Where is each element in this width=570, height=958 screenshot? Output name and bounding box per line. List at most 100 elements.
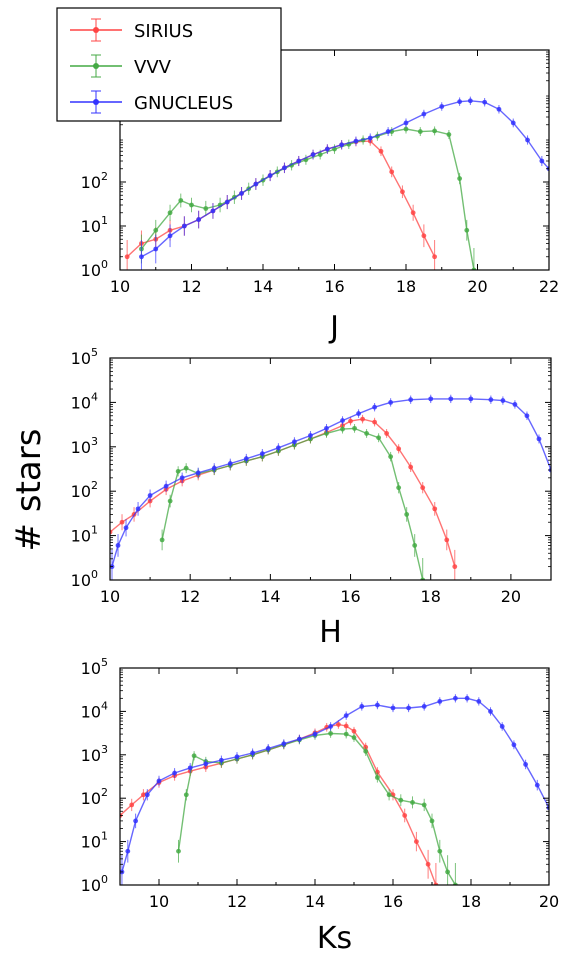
series-vvv-point [410,800,415,805]
series-vvv-point [398,797,404,803]
y-tick-label: 102 [71,479,98,501]
series-vvv-point [189,202,194,208]
plot-frame [119,667,550,886]
series-gnucleus [110,394,551,580]
series-gnucleus-point [439,104,445,109]
series-vvv [176,729,458,885]
plot-frame [109,357,552,581]
series-gnucleus-point [464,695,470,701]
series-gnucleus-point [312,731,318,737]
y-tick-label: 101 [81,830,108,852]
series-gnucleus-point [328,724,333,729]
series-gnucleus-point [476,698,482,704]
chart-panel-1: 10 12 14 16 18 20 22 100 101 102 J SIRIUS VVV GNUCLEU… [56,7,559,345]
series-gnucleus-point [510,120,516,126]
series-gnucleus-point [525,137,530,143]
series-sirius-point [414,839,419,844]
series-gnucleus-point [167,233,173,239]
series-sirius-point [336,722,341,727]
series-vvv-point [437,848,443,854]
series-sirius-point [348,418,353,424]
series-vvv-point [376,435,382,441]
series-vvv-line [161,427,424,580]
series-sirius [120,720,439,885]
series-vvv-point [446,132,452,137]
series-vvv-line [177,732,457,885]
series-sirius-line [120,723,437,885]
x-tick-label: 16 [324,277,344,296]
series-gnucleus-point [367,135,373,141]
series-gnucleus-point [457,99,463,105]
y-tick-label: 104 [71,390,98,412]
x-axis-label: J [328,310,339,345]
shared-y-axis-label: # stars [9,429,49,552]
series-gnucleus-point [324,146,330,152]
legend-label: VVV [134,57,172,78]
series-gnucleus-point [210,208,216,214]
series-gnucleus-point [115,543,121,548]
series-gnucleus-point [482,99,488,105]
series-vvv-point [412,543,418,548]
series-gnucleus-point [144,792,150,798]
series-gnucleus-point [467,98,473,104]
series-vvv-point [178,198,184,203]
series-sirius-point [389,169,395,175]
series-gnucleus-point [499,724,505,729]
series-gnucleus-point [234,754,240,760]
series-gnucleus [120,694,549,885]
series-gnucleus-point [250,750,256,756]
series-gnucleus-point [224,199,230,205]
series-gnucleus-point [253,181,259,187]
series-sirius-point [452,564,458,570]
series-gnucleus-point [437,698,443,704]
x-tick-label: 20 [539,892,559,911]
series-gnucleus-point [292,439,297,445]
series-gnucleus-point [340,418,345,423]
series-group [120,694,549,885]
series-gnucleus-line [141,100,549,258]
legend: SIRIUS VVV GNUCLEUS [56,7,282,122]
series-gnucleus-point [428,396,434,402]
x-tick-label: 10 [100,587,120,606]
series-gnucleus-point [219,757,224,763]
series-sirius-point [372,419,377,425]
series-group [124,96,549,270]
series-gnucleus-point [133,818,139,824]
series-gnucleus-point [181,223,187,229]
series-gnucleus-point [139,254,144,260]
series-gnucleus-point [196,217,202,222]
legend-marker [93,27,99,33]
y-tick-label: 101 [81,214,108,236]
x-axis-label: H [319,615,342,650]
series-vvv-point [153,227,159,233]
series-vvv-point [167,210,173,216]
series-vvv-point [324,431,329,436]
series-vvv-point [396,485,402,491]
series-vvv [139,124,477,270]
x-tick-label: 18 [421,587,441,606]
y-tick-label: 101 [71,524,98,546]
legend-label: SIRIUS [134,21,193,42]
series-gnucleus-point [408,397,414,403]
series-vvv-point [343,731,349,737]
series-vvv-point [375,775,380,780]
x-tick-label: 12 [181,277,201,296]
series-gnucleus-point [187,765,193,771]
series-gnucleus-point [281,741,287,747]
series-gnucleus-point [488,709,493,714]
series-gnucleus-point [343,713,349,719]
series-group [110,394,551,580]
series-vvv [159,424,426,580]
series-sirius-point [384,431,390,436]
series-gnucleus-point [308,433,313,438]
series-vvv-point [328,731,333,736]
series-gnucleus-point [179,475,185,481]
series-gnucleus-point [353,138,359,144]
y-tick-label: 102 [81,786,108,808]
series-vvv-point [191,753,197,759]
series-sirius-point [343,723,349,729]
series-gnucleus-point [227,461,233,466]
x-tick-label: 10 [149,892,169,911]
series-sirius-point [420,485,426,491]
